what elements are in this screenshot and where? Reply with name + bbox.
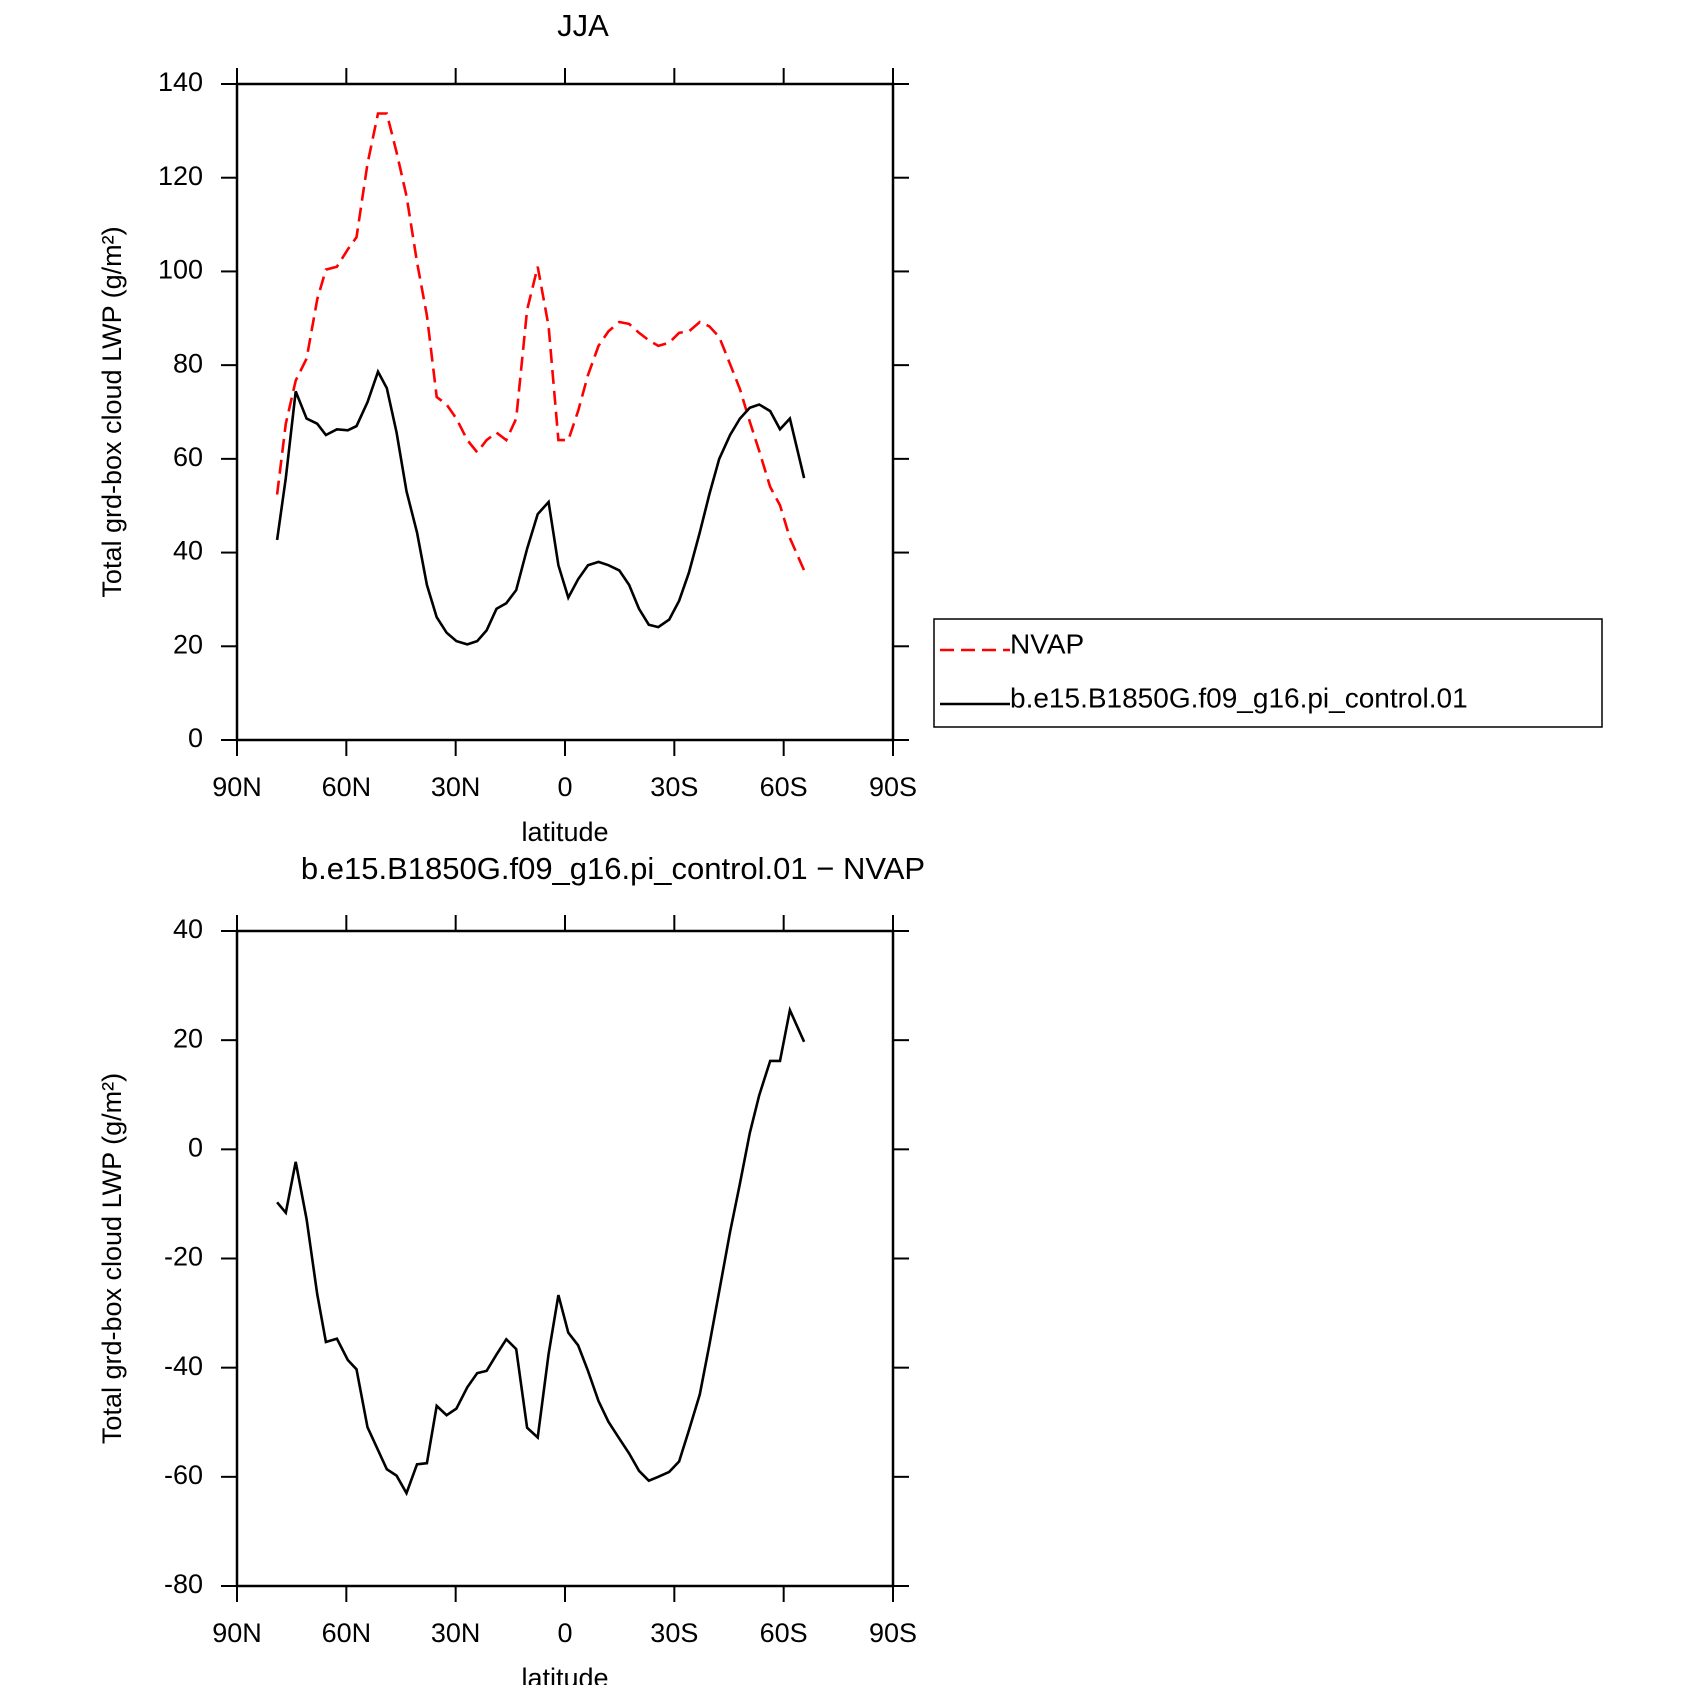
y-axis-label: Total grd-box cloud LWP (g/m²) <box>97 226 127 597</box>
y-axis-label: Total grd-box cloud LWP (g/m²) <box>97 1073 127 1444</box>
x-tick-label: 30S <box>650 772 698 802</box>
data-line <box>276 1005 806 1497</box>
y-tick-label: 0 <box>188 723 203 753</box>
x-tick-label: 90N <box>212 1618 262 1648</box>
y-tick-label: 120 <box>158 161 203 191</box>
chart-title: JJA <box>557 8 609 43</box>
plot-frame <box>235 929 895 1588</box>
y-tick-label: 0 <box>188 1132 203 1162</box>
x-tick-label: 60N <box>322 772 372 802</box>
y-tick-label: -60 <box>164 1460 203 1490</box>
x-tick-label: 30N <box>431 772 481 802</box>
x-tick-label: 0 <box>557 1618 572 1648</box>
x-tick-label: 30N <box>431 1618 481 1648</box>
y-tick-label: 20 <box>173 629 203 659</box>
y-tick-label: -40 <box>164 1351 203 1381</box>
y-tick-label: 20 <box>173 1023 203 1053</box>
x-tick-label: 90N <box>212 772 262 802</box>
x-tick-label: 30S <box>650 1618 698 1648</box>
x-tick-label: 90S <box>869 1618 917 1648</box>
x-tick-label: 0 <box>557 772 572 802</box>
x-tick-label: 90S <box>869 772 917 802</box>
legend-label: NVAP <box>1010 628 1084 659</box>
plot-frame <box>235 82 895 742</box>
x-axis-label: latitude <box>521 1663 608 1685</box>
data-line <box>275 112 806 571</box>
y-tick-label: -20 <box>164 1242 203 1272</box>
chart-title: b.e15.B1850G.f09_g16.pi_control.01 − NVA… <box>301 851 925 886</box>
x-axis-label: latitude <box>521 817 608 847</box>
x-tick-label: 60S <box>760 1618 808 1648</box>
y-tick-label: 40 <box>173 914 203 944</box>
y-tick-label: 40 <box>173 536 203 566</box>
y-tick-label: 100 <box>158 255 203 285</box>
y-tick-label: 60 <box>173 442 203 472</box>
y-tick-label: -80 <box>164 1569 203 1599</box>
y-tick-label: 80 <box>173 348 203 378</box>
legend-label: b.e15.B1850G.f09_g16.pi_control.01 <box>1010 682 1468 713</box>
y-tick-label: 140 <box>158 67 203 97</box>
x-tick-label: 60N <box>322 1618 372 1648</box>
x-tick-label: 60S <box>760 772 808 802</box>
data-line <box>275 368 806 646</box>
legend-box <box>933 618 1603 728</box>
